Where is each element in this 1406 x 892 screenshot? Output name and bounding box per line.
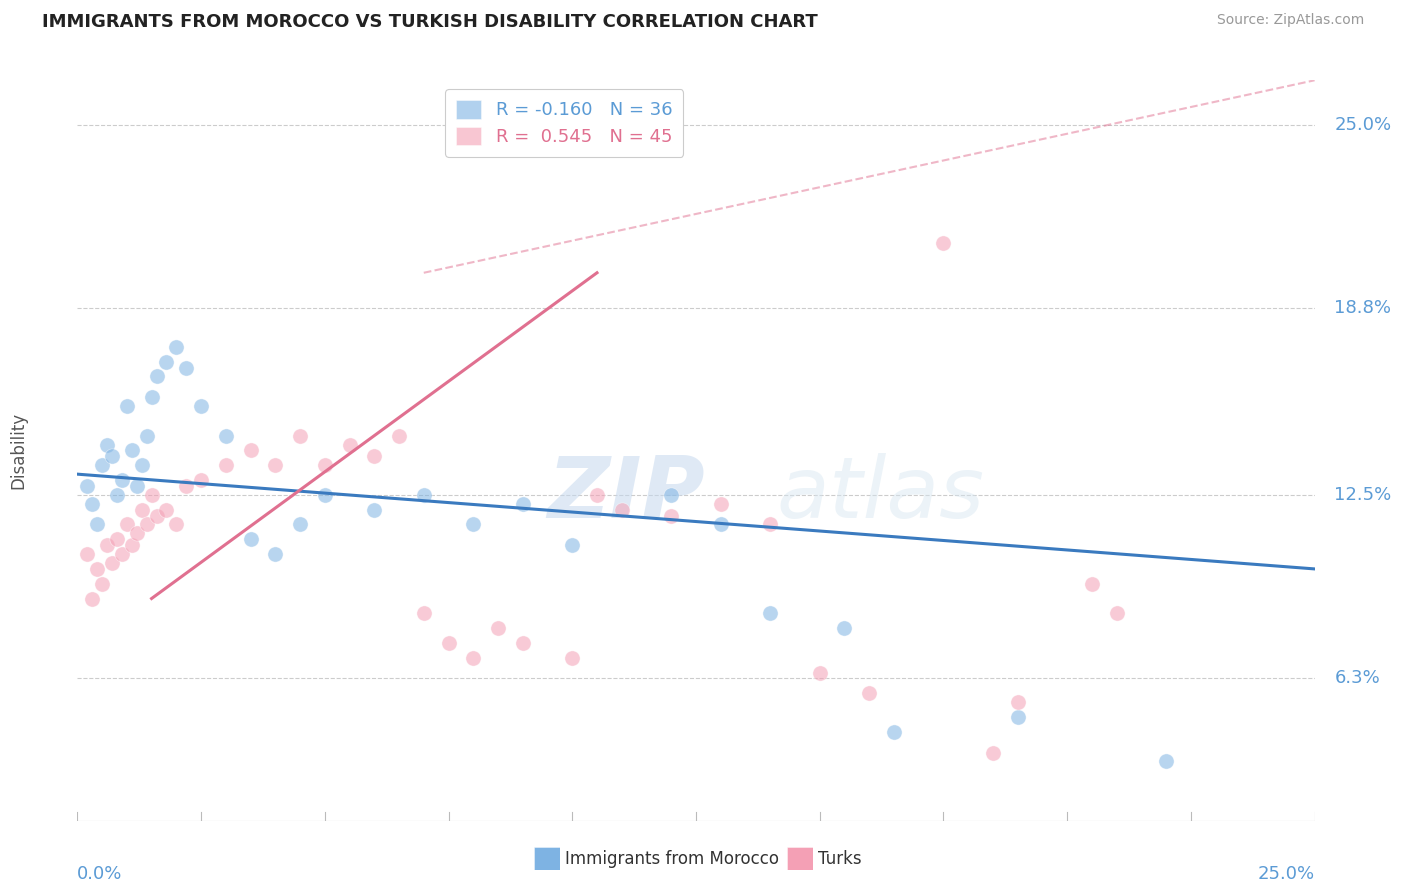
Point xyxy=(96,538,118,552)
Point xyxy=(834,621,856,635)
Point xyxy=(115,517,138,532)
Point xyxy=(1007,695,1029,709)
Point xyxy=(314,458,336,473)
Point xyxy=(1007,710,1029,724)
Point xyxy=(91,458,114,473)
Text: 12.5%: 12.5% xyxy=(1334,486,1392,504)
Point xyxy=(883,724,905,739)
Text: IMMIGRANTS FROM MOROCCO VS TURKISH DISABILITY CORRELATION CHART: IMMIGRANTS FROM MOROCCO VS TURKISH DISAB… xyxy=(42,13,818,31)
Point xyxy=(82,497,104,511)
Point xyxy=(101,450,124,464)
Point xyxy=(165,517,187,532)
Point xyxy=(86,517,108,532)
Point xyxy=(412,607,434,621)
Point xyxy=(174,360,197,375)
Point xyxy=(981,746,1004,760)
Point xyxy=(264,458,287,473)
Point xyxy=(288,428,311,442)
Text: 6.3%: 6.3% xyxy=(1334,670,1381,688)
Text: Source: ZipAtlas.com: Source: ZipAtlas.com xyxy=(1216,13,1364,28)
Point xyxy=(105,488,128,502)
Point xyxy=(101,556,124,570)
Point xyxy=(190,473,212,487)
Point xyxy=(125,526,148,541)
Text: 0.0%: 0.0% xyxy=(77,865,122,883)
Point xyxy=(145,508,167,523)
Legend: R = -0.160   N = 36, R =  0.545   N = 45: R = -0.160 N = 36, R = 0.545 N = 45 xyxy=(446,89,683,157)
Point xyxy=(314,488,336,502)
Point xyxy=(96,437,118,451)
Point xyxy=(339,437,361,451)
Point xyxy=(412,488,434,502)
Point xyxy=(264,547,287,561)
Text: 18.8%: 18.8% xyxy=(1334,300,1392,318)
Point xyxy=(288,517,311,532)
Point xyxy=(1154,755,1177,769)
Point xyxy=(858,686,880,700)
Point xyxy=(437,636,460,650)
Point xyxy=(215,458,238,473)
Point xyxy=(710,497,733,511)
Text: atlas: atlas xyxy=(776,453,984,536)
Point xyxy=(215,428,238,442)
Point xyxy=(561,650,583,665)
Point xyxy=(121,443,143,458)
Point xyxy=(1081,576,1104,591)
Point xyxy=(239,443,262,458)
Point xyxy=(486,621,509,635)
Point xyxy=(145,369,167,384)
Point xyxy=(155,502,177,516)
Point xyxy=(363,450,385,464)
Point xyxy=(111,547,134,561)
Point xyxy=(76,479,98,493)
Text: 25.0%: 25.0% xyxy=(1257,865,1315,883)
Point xyxy=(135,517,157,532)
Point xyxy=(76,547,98,561)
Text: Turks: Turks xyxy=(818,850,862,868)
Text: ZIP: ZIP xyxy=(547,453,706,536)
Point xyxy=(115,399,138,413)
Point xyxy=(141,488,163,502)
Point xyxy=(141,390,163,404)
Point xyxy=(82,591,104,606)
Point xyxy=(932,236,955,251)
Point xyxy=(610,502,633,516)
Point xyxy=(512,497,534,511)
Point xyxy=(759,517,782,532)
Point xyxy=(165,340,187,354)
Point xyxy=(388,428,411,442)
Point xyxy=(239,533,262,547)
Point xyxy=(155,354,177,368)
Point xyxy=(131,502,153,516)
Point xyxy=(363,502,385,516)
Point xyxy=(190,399,212,413)
Point xyxy=(808,665,831,680)
Point xyxy=(1105,607,1128,621)
Point xyxy=(659,488,682,502)
Text: 25.0%: 25.0% xyxy=(1334,116,1392,134)
Point xyxy=(759,607,782,621)
Text: Disability: Disability xyxy=(8,412,27,489)
Point xyxy=(463,517,485,532)
Point xyxy=(135,428,157,442)
Point xyxy=(131,458,153,473)
Point xyxy=(105,533,128,547)
Point xyxy=(125,479,148,493)
Point xyxy=(86,562,108,576)
Point xyxy=(174,479,197,493)
Point xyxy=(586,488,609,502)
Point xyxy=(111,473,134,487)
Point xyxy=(561,538,583,552)
Point xyxy=(659,508,682,523)
Point xyxy=(512,636,534,650)
Text: Immigrants from Morocco: Immigrants from Morocco xyxy=(565,850,779,868)
Point xyxy=(463,650,485,665)
Point xyxy=(91,576,114,591)
Point xyxy=(710,517,733,532)
Point xyxy=(121,538,143,552)
